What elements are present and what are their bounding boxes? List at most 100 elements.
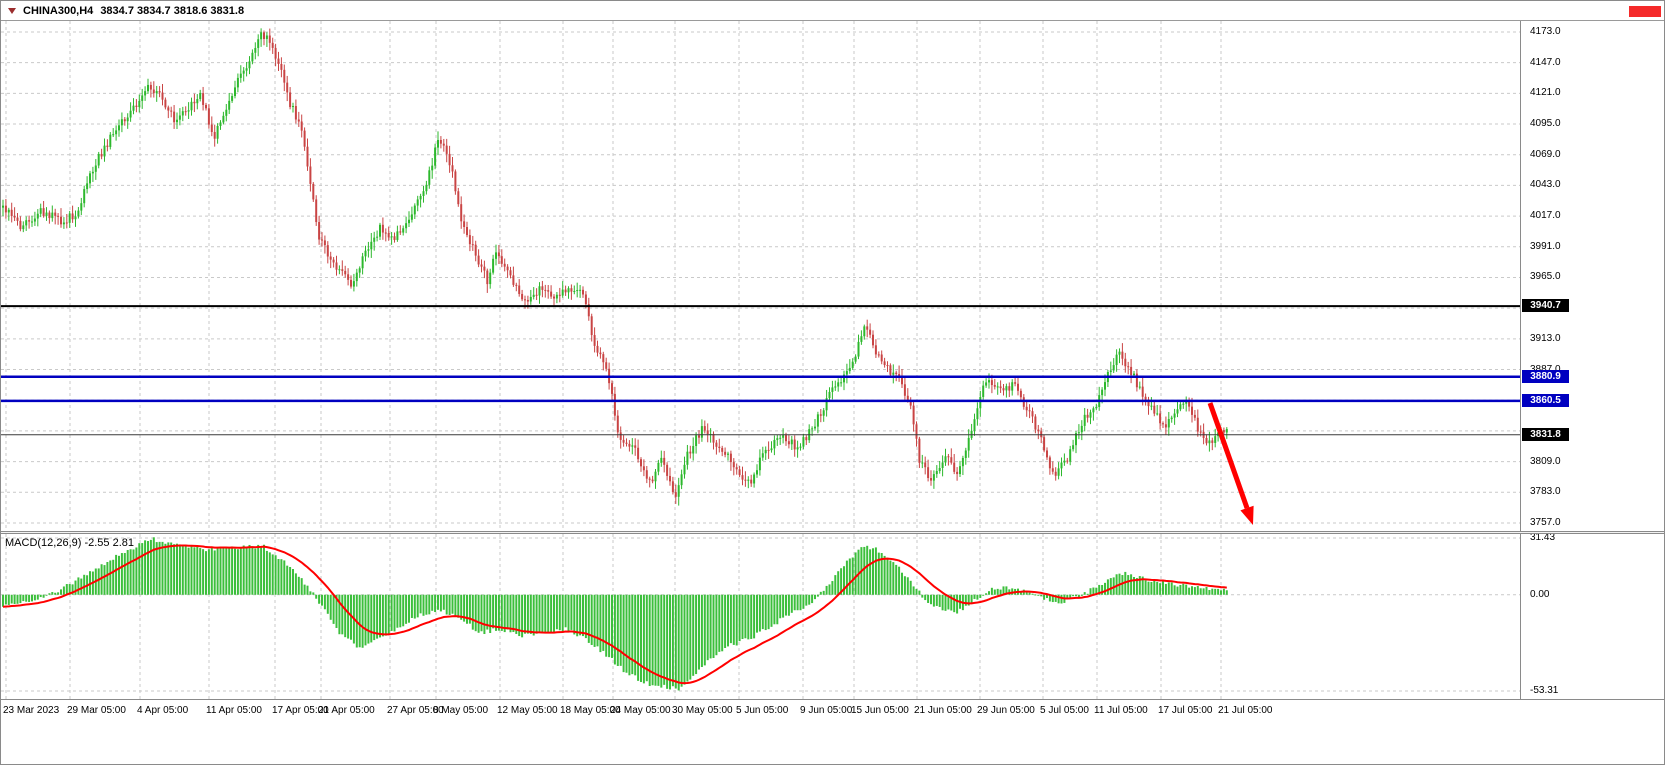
candle-body [1196,417,1199,432]
candle-body [1066,460,1069,462]
macd-histogram-bar [1220,590,1222,595]
macd-histogram-bar [1121,575,1124,595]
candle-body [1182,403,1185,405]
macd-histogram-bar [1109,578,1112,595]
macd-histogram-bar [770,594,773,627]
candle-body [787,441,790,445]
candle-body [251,52,254,62]
macd-histogram-bar [184,544,187,595]
candle-body [582,289,584,295]
macd-histogram-bar [874,547,877,595]
macd-histogram-bar [335,594,338,628]
macd-histogram-bar [793,594,796,611]
candle-body [495,252,497,259]
macd-histogram-bar [515,594,518,634]
macd-histogram-bar [283,560,286,595]
macd-histogram-bar [158,541,161,595]
candle-body [825,398,828,411]
candle-body [753,474,756,484]
candle-body [686,451,689,465]
candle-body [877,354,880,356]
candle-body [338,269,341,271]
candle-body [289,92,292,108]
candle-body [463,221,466,228]
candle-body [990,380,993,386]
macd-histogram-bar [109,560,112,595]
macd-histogram-bar [898,566,901,595]
macd-histogram-bar [1002,586,1005,595]
candle-body [1147,399,1150,407]
candle-body [236,77,239,88]
macd-histogram-bar [677,594,680,691]
candle-body [1225,428,1228,433]
macd-histogram-bar [22,594,25,602]
candle-body [216,125,219,139]
macd-histogram-bar [65,584,68,595]
time-label: 29 Jun 05:00 [977,705,1035,716]
macd-histogram-bar [909,580,912,595]
macd-histogram-bar [1089,588,1092,595]
macd-histogram-bar [953,594,956,613]
symbol-dropdown-icon[interactable] [8,7,16,14]
macd-histogram-bar [657,594,660,686]
candle-body [190,101,193,111]
candle-body [97,153,100,166]
macd-histogram-bar [1098,584,1101,595]
candle-body [1104,382,1106,390]
candle-body [384,232,387,234]
macd-histogram-bar [541,594,544,634]
macd-histogram-bar [851,557,854,595]
candle-body [390,236,393,238]
macd-panel-canvas[interactable] [1,534,1520,699]
macd-histogram-bar [271,554,274,595]
macd-histogram-bar [167,542,170,595]
candle-body [22,225,25,230]
macd-histogram-bar [132,549,135,595]
candle-body [819,414,822,416]
macd-histogram-bar [550,594,553,633]
candle-body [4,205,7,213]
macd-histogram-bar [1199,588,1202,595]
candle-body [663,457,666,465]
candle-body [1005,386,1008,391]
price-axis[interactable]: 4173.0 4147.0 4121.0 4095.0 4069.0 4043.0 4017… [1520,21,1664,699]
macd-histogram-bar [219,547,222,595]
candle-body [1173,413,1176,418]
candle-body [1069,449,1072,462]
candle-body [492,258,495,273]
macd-histogram-bar [671,594,674,687]
macd-histogram-bar [1150,581,1153,595]
candle-body [721,447,724,452]
macd-histogram-bar [1072,594,1075,597]
candle-body [1150,405,1153,407]
macd-histogram-bar [692,594,695,676]
macd-histogram-bar [147,541,149,595]
candle-body [602,354,605,363]
macd-histogram-bar [663,594,666,685]
macd-histogram-bar [373,594,376,641]
macd-histogram-bar [187,547,190,595]
candle-body [770,448,773,451]
time-label: 17 Apr 05:00 [272,705,329,716]
candle-body [381,224,384,233]
candle-body [439,139,442,144]
panel-splitter[interactable] [1,531,1664,534]
candle-body [158,91,161,93]
candle-body [503,263,506,267]
candle-body [425,184,428,192]
topbar-red-marker[interactable] [1629,6,1661,17]
macd-histogram-bar [292,569,294,595]
candle-body [265,35,268,39]
macd-histogram-bar [387,594,390,635]
price-chart-canvas[interactable] [1,21,1520,531]
candle-body [544,289,547,291]
candle-body [930,478,932,481]
macd-histogram-bar [640,594,642,683]
macd-scale-label: 0.00 [1530,588,1550,600]
macd-histogram-bar [1167,582,1170,595]
macd-histogram-bar [48,593,51,595]
candle-body [538,286,541,296]
time-axis[interactable]: 23 Mar 2023 29 Mar 05:00 4 Apr 05:00 11 Apr… [1,699,1664,764]
time-label: 18 May 05:00 [560,705,621,716]
down-arrow-annotation[interactable] [1207,402,1254,525]
